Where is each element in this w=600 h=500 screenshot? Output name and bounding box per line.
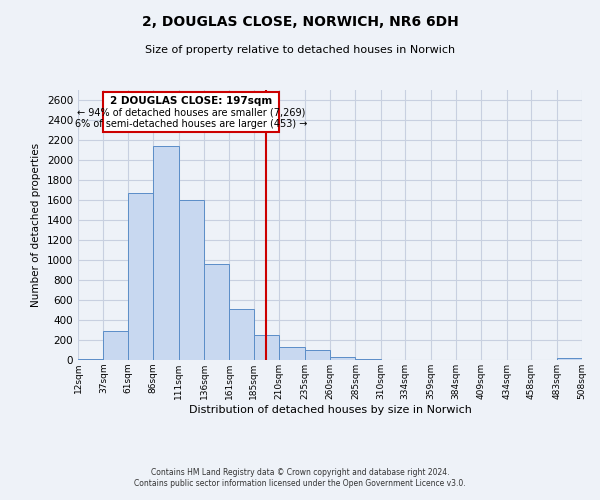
Bar	[78, 358, 103, 360]
Text: 6% of semi-detached houses are larger (453) →: 6% of semi-detached houses are larger (4…	[75, 120, 307, 130]
Text: Contains HM Land Registry data © Crown copyright and database right 2024.
Contai: Contains HM Land Registry data © Crown c…	[134, 468, 466, 487]
FancyBboxPatch shape	[103, 92, 279, 132]
Bar	[279, 347, 305, 360]
Bar	[254, 334, 279, 360]
Bar	[103, 330, 128, 360]
Text: Size of property relative to detached houses in Norwich: Size of property relative to detached ho…	[145, 45, 455, 55]
Text: ← 94% of detached houses are smaller (7,269): ← 94% of detached houses are smaller (7,…	[77, 108, 305, 118]
X-axis label: Distribution of detached houses by size in Norwich: Distribution of detached houses by size …	[188, 404, 472, 414]
Bar	[229, 309, 254, 360]
Y-axis label: Number of detached properties: Number of detached properties	[31, 143, 41, 307]
Bar	[355, 358, 381, 360]
Bar	[204, 264, 229, 360]
Bar	[330, 357, 355, 360]
Text: 2, DOUGLAS CLOSE, NORWICH, NR6 6DH: 2, DOUGLAS CLOSE, NORWICH, NR6 6DH	[142, 15, 458, 29]
Bar	[557, 358, 582, 360]
Text: 2 DOUGLAS CLOSE: 197sqm: 2 DOUGLAS CLOSE: 197sqm	[110, 96, 272, 106]
Bar	[305, 350, 330, 360]
Bar	[153, 146, 179, 360]
Bar	[179, 200, 204, 360]
Bar	[128, 193, 153, 360]
